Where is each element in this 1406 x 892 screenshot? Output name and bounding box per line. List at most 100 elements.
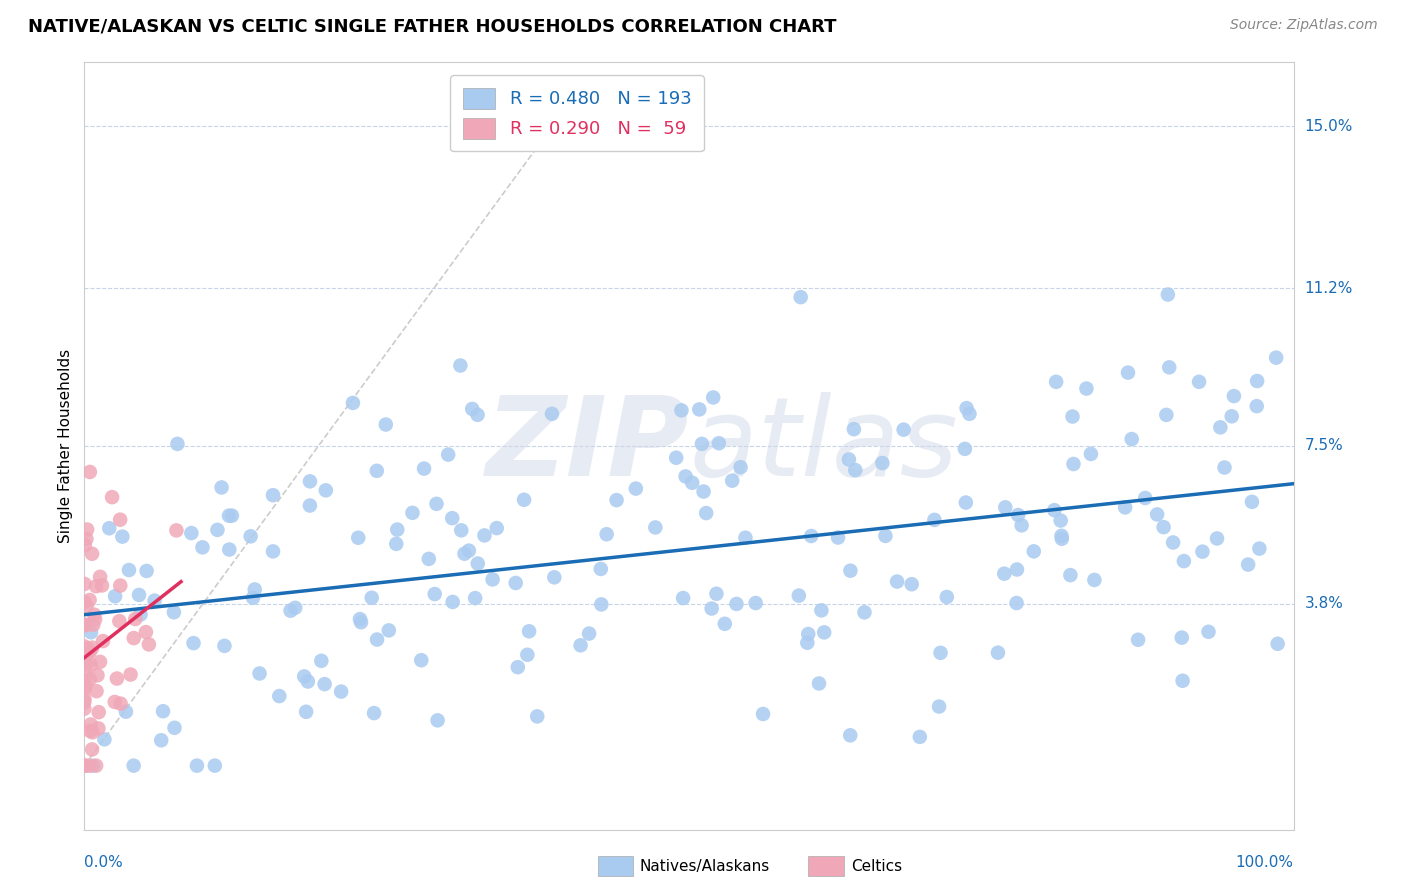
Point xyxy=(543,570,565,584)
Point xyxy=(73,758,96,772)
Point xyxy=(526,709,548,723)
Point xyxy=(796,636,818,650)
Point xyxy=(243,582,266,597)
Text: ZIP: ZIP xyxy=(485,392,689,500)
Point xyxy=(84,579,107,593)
Point xyxy=(350,615,373,630)
Point xyxy=(1011,518,1033,533)
Point xyxy=(79,465,101,479)
Point xyxy=(993,566,1015,581)
Point xyxy=(347,531,370,545)
Point xyxy=(707,436,730,450)
Point xyxy=(1240,495,1263,509)
Point xyxy=(82,617,104,632)
Point xyxy=(360,591,382,605)
Point xyxy=(214,639,236,653)
Point xyxy=(1076,382,1098,396)
Point xyxy=(955,401,977,416)
Point xyxy=(1062,409,1084,424)
Point xyxy=(457,543,479,558)
Point xyxy=(104,695,127,709)
Point xyxy=(700,601,723,615)
Point xyxy=(1159,360,1181,375)
Point xyxy=(73,538,96,552)
Point xyxy=(517,624,540,639)
Point xyxy=(908,730,931,744)
Point xyxy=(987,646,1010,660)
Point xyxy=(118,563,141,577)
Point xyxy=(1220,409,1243,424)
Text: 7.5%: 7.5% xyxy=(1305,439,1343,453)
Point xyxy=(1171,631,1194,645)
Point xyxy=(1171,673,1194,688)
Point xyxy=(152,704,174,718)
Point xyxy=(1209,420,1232,434)
Text: 15.0%: 15.0% xyxy=(1305,119,1353,134)
Point xyxy=(725,597,748,611)
Text: Natives/Alaskans: Natives/Alaskans xyxy=(640,859,770,873)
Point xyxy=(672,591,695,605)
Point xyxy=(675,469,697,483)
Point xyxy=(249,666,271,681)
Point xyxy=(464,591,486,606)
Point xyxy=(163,721,186,735)
Point xyxy=(474,528,496,542)
Point xyxy=(810,603,832,617)
Legend: R = 0.480   N = 193, R = 0.290   N =  59: R = 0.480 N = 193, R = 0.290 N = 59 xyxy=(450,75,704,152)
Point xyxy=(135,625,157,640)
Point xyxy=(929,646,952,660)
Point xyxy=(80,547,103,561)
Point xyxy=(886,574,908,589)
Point xyxy=(706,587,728,601)
Point xyxy=(76,657,98,672)
Point xyxy=(298,475,321,489)
Point xyxy=(104,589,127,603)
Point xyxy=(516,648,538,662)
Point xyxy=(928,699,950,714)
Point xyxy=(77,646,100,660)
Point xyxy=(73,681,96,696)
Point xyxy=(1005,596,1028,610)
Point xyxy=(924,513,946,527)
Point xyxy=(75,758,97,772)
Point xyxy=(108,614,131,628)
Point xyxy=(284,600,307,615)
Point xyxy=(75,617,97,632)
Point xyxy=(1045,375,1067,389)
Point xyxy=(1161,535,1184,549)
Point xyxy=(211,480,233,494)
Point xyxy=(578,626,600,640)
Point xyxy=(76,523,98,537)
Point xyxy=(378,624,401,638)
Point xyxy=(450,524,472,538)
Point xyxy=(342,396,364,410)
Point xyxy=(1049,514,1071,528)
Point xyxy=(84,612,107,626)
Point xyxy=(218,542,240,557)
Text: atlas: atlas xyxy=(689,392,957,500)
Point xyxy=(1050,529,1073,543)
Text: NATIVE/ALASKAN VS CELTIC SINGLE FATHER HOUSEHOLDS CORRELATION CHART: NATIVE/ALASKAN VS CELTIC SINGLE FATHER H… xyxy=(28,18,837,36)
Point xyxy=(101,490,124,504)
Point xyxy=(838,452,860,467)
Point xyxy=(311,654,333,668)
Point xyxy=(108,513,131,527)
Point xyxy=(481,573,503,587)
Point xyxy=(800,529,823,543)
Point xyxy=(591,598,613,612)
Point xyxy=(163,605,186,619)
Point xyxy=(1059,568,1081,582)
Point xyxy=(120,667,142,681)
Point xyxy=(89,570,111,584)
Point xyxy=(115,705,138,719)
Point xyxy=(872,456,894,470)
Point xyxy=(1157,287,1180,301)
Point xyxy=(505,576,527,591)
Point xyxy=(295,705,318,719)
Point xyxy=(695,506,717,520)
Point xyxy=(893,423,915,437)
Point xyxy=(297,674,319,689)
Point xyxy=(374,417,396,432)
Point xyxy=(606,493,628,508)
Point xyxy=(87,705,110,719)
